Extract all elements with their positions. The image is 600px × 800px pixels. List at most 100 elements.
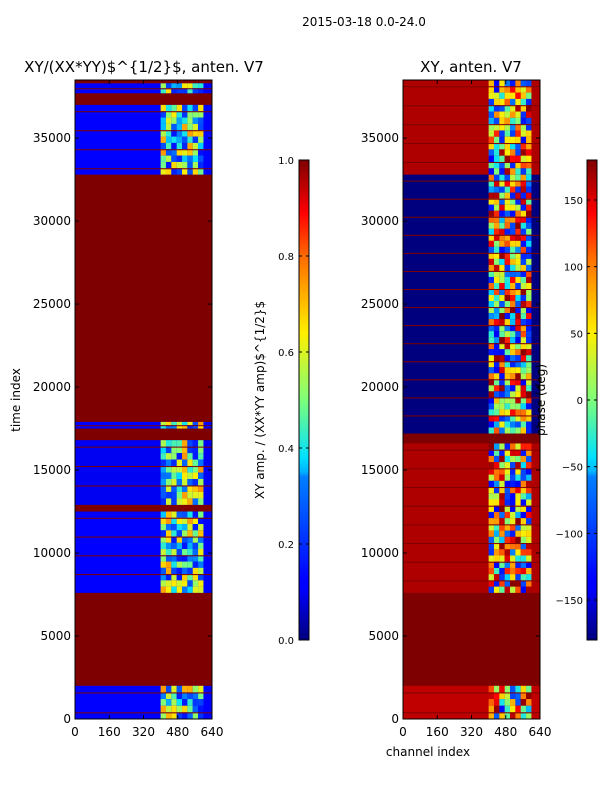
heatmap-cell (520, 712, 527, 719)
heatmap-cell (526, 117, 532, 125)
heatmap-cell (499, 361, 505, 368)
heatmap-cell (182, 466, 188, 473)
heatmap-cell (165, 149, 172, 156)
heatmap-cell (526, 462, 532, 469)
heatmap-cell (510, 699, 516, 706)
heatmap-cell (504, 699, 511, 706)
heatmap-cell (504, 536, 511, 544)
panel-amplitude: XY/(XX*YY)$^{1/2}$, anten. V7 0 5000 10000… (9, 58, 264, 739)
heatmap-cell (488, 511, 494, 519)
heatmap-cell (520, 505, 527, 512)
heatmap-cell (526, 228, 532, 235)
heatmap-cell (526, 391, 532, 398)
heatmap-cell (171, 453, 177, 460)
heatmap-cell (165, 425, 172, 429)
heatmap-cell (515, 493, 521, 500)
heatmap-cell (187, 567, 193, 575)
heatmap-cell (499, 505, 505, 512)
heatmap-cell (504, 415, 511, 422)
heatmap-cell (504, 124, 511, 131)
heatmap-cell (499, 549, 505, 556)
heatmap-cell (192, 149, 199, 156)
heatmap-cell (176, 466, 183, 473)
heatmap-cell (160, 168, 166, 175)
heatmap-cell (520, 186, 527, 193)
heatmap-cell (526, 415, 532, 422)
heatmap-cell (187, 466, 193, 473)
heatmap-cell (515, 462, 521, 469)
heatmap-cell (488, 373, 494, 380)
heatmap-cell (182, 549, 188, 556)
heatmap-cell (176, 425, 183, 429)
colorbar-tick-label: −50 (562, 463, 583, 474)
heatmap-cell (176, 555, 183, 562)
y-tick-label: 5000 (368, 629, 399, 643)
heatmap-cell (520, 474, 527, 481)
heatmap-cell (515, 518, 521, 525)
heatmap-cell (520, 86, 527, 93)
heatmap-cell (187, 549, 193, 556)
heatmap-cell (520, 216, 527, 223)
heatmap-cell (510, 80, 516, 87)
heatmap-cell (515, 143, 521, 150)
heatmap-cell (520, 117, 527, 125)
plot-area-left (75, 80, 212, 719)
heatmap-line (403, 198, 540, 200)
heatmap-cell (488, 86, 494, 93)
heatmap-cell (515, 161, 521, 169)
heatmap-cell (182, 149, 188, 156)
heatmap-cell (182, 446, 188, 454)
heatmap-cell (187, 155, 193, 162)
heatmap-cell (515, 555, 521, 562)
heatmap-cell (520, 586, 527, 593)
heatmap-cell (165, 586, 172, 593)
heatmap-cell (499, 421, 505, 428)
heatmap-cell (510, 228, 516, 235)
heatmap-cell (504, 105, 511, 112)
heatmap-cell (171, 111, 177, 118)
heatmap-line (403, 343, 540, 345)
heatmap-cell (160, 479, 166, 486)
heatmap-cell (520, 397, 527, 404)
heatmap-cell (526, 168, 532, 175)
heatmap-cell (504, 543, 511, 550)
heatmap-cell (499, 385, 505, 392)
heatmap-cell (526, 685, 532, 693)
heatmap-cell (165, 466, 172, 473)
heatmap-cell (520, 130, 527, 137)
heatmap-cell (526, 319, 532, 326)
heatmap-cell (493, 692, 500, 700)
heatmap-cell (515, 474, 521, 481)
heatmap-cell (187, 472, 193, 480)
heatmap-cell (526, 409, 532, 416)
heatmap-cell (526, 192, 532, 199)
heatmap-cell (504, 234, 511, 241)
heatmap-cell (499, 712, 505, 719)
heatmap-cell (493, 124, 500, 131)
heatmap-cell (526, 234, 532, 241)
heatmap-cell (499, 228, 505, 235)
heatmap-cell (515, 524, 521, 531)
heatmap-cell (488, 705, 494, 713)
heatmap-cell (176, 472, 183, 480)
heatmap-cell (520, 580, 527, 587)
heatmap-cell (160, 586, 166, 593)
heatmap-cell (187, 511, 193, 518)
heatmap-cell (160, 574, 166, 581)
heatmap-cell (520, 98, 527, 106)
heatmap-cell (504, 530, 511, 537)
heatmap-cell (499, 373, 505, 380)
heatmap-cell (515, 86, 521, 93)
heatmap-cell (165, 421, 172, 426)
heatmap-cell (510, 295, 516, 302)
heatmap-line (403, 234, 540, 236)
heatmap-cell (510, 455, 516, 463)
heatmap-cell (165, 511, 172, 518)
heatmap-cell (488, 567, 494, 575)
heatmap-cell (526, 487, 532, 494)
heatmap-cell (171, 161, 177, 169)
heatmap-cell (510, 480, 516, 488)
heatmap-cell (488, 325, 494, 332)
heatmap-cell (499, 124, 505, 131)
heatmap-cell (526, 143, 532, 150)
